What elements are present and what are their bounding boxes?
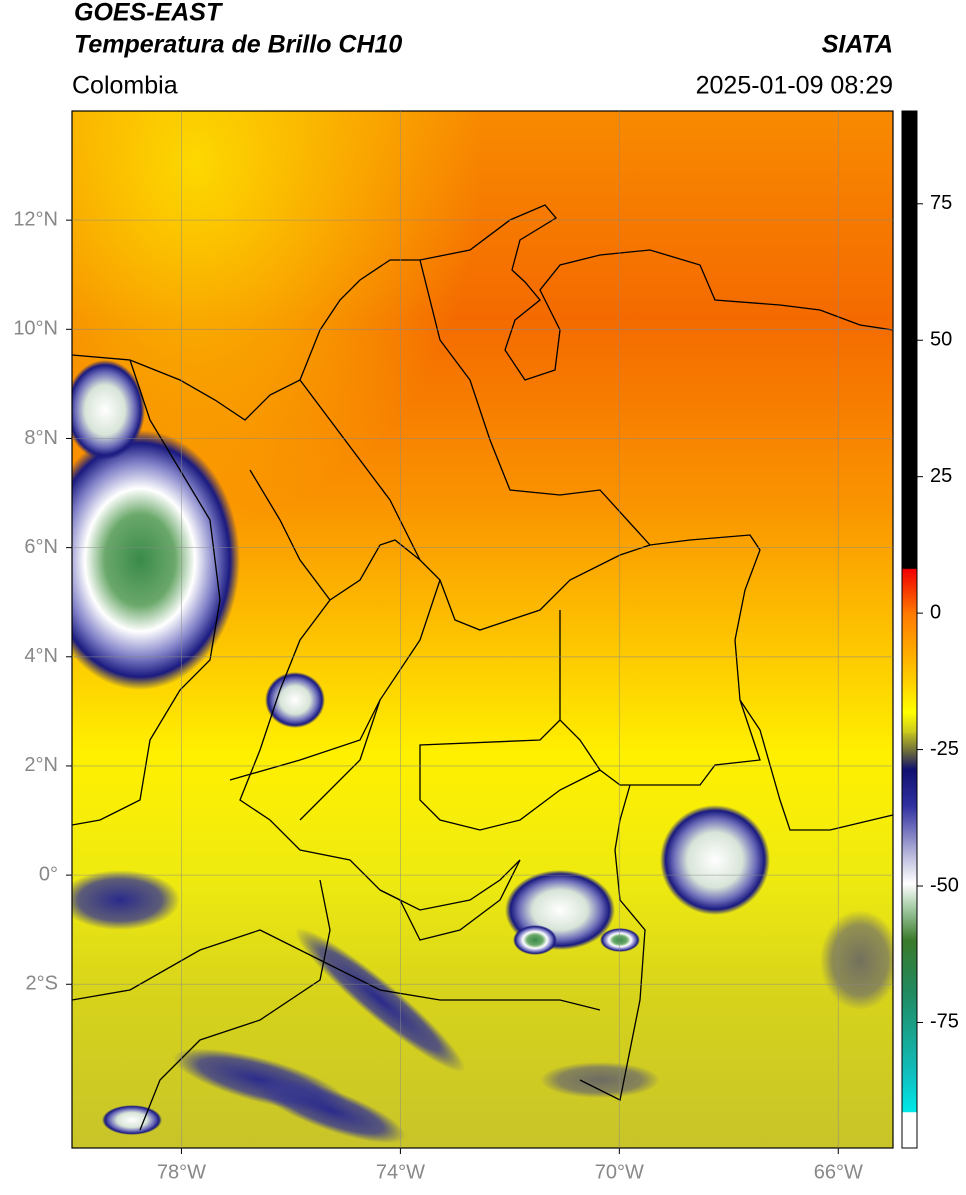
- colorbar-label: 25: [930, 465, 952, 487]
- x-tick-label: 74°W: [376, 1161, 425, 1183]
- region: Colombia: [72, 72, 178, 100]
- y-tick-label: 0°: [39, 863, 58, 885]
- colorbar-label: 75: [930, 192, 952, 214]
- x-tick-label: 66°W: [814, 1161, 863, 1183]
- y-tick-label: 2°S: [26, 973, 58, 995]
- y-tick-label: 12°N: [13, 208, 58, 230]
- source: SIATA: [822, 31, 893, 59]
- y-tick-label: 6°N: [24, 536, 58, 558]
- timestamp: 2025-01-09 08:29: [696, 72, 893, 100]
- y-tick-label: 2°N: [24, 754, 58, 776]
- colorbar-label: 0: [930, 601, 941, 623]
- colorbar-label: -50: [930, 874, 959, 896]
- map-frame: [71, 110, 894, 1149]
- x-tick-label: 70°W: [595, 1161, 644, 1183]
- y-tick-label: 8°N: [24, 427, 58, 449]
- y-tick-label: 10°N: [13, 318, 58, 340]
- y-tick-label: 4°N: [24, 645, 58, 667]
- colorbar: [901, 110, 918, 1149]
- subtitle: Temperatura de Brillo CH10: [74, 31, 402, 59]
- colorbar-label: -75: [930, 1011, 959, 1033]
- title: GOES-EAST: [74, 0, 224, 27]
- colorbar-label: 50: [930, 329, 952, 351]
- colorbar-label: -25: [930, 738, 959, 760]
- satellite-image: [72, 111, 893, 1148]
- x-tick-label: 78°W: [157, 1161, 206, 1183]
